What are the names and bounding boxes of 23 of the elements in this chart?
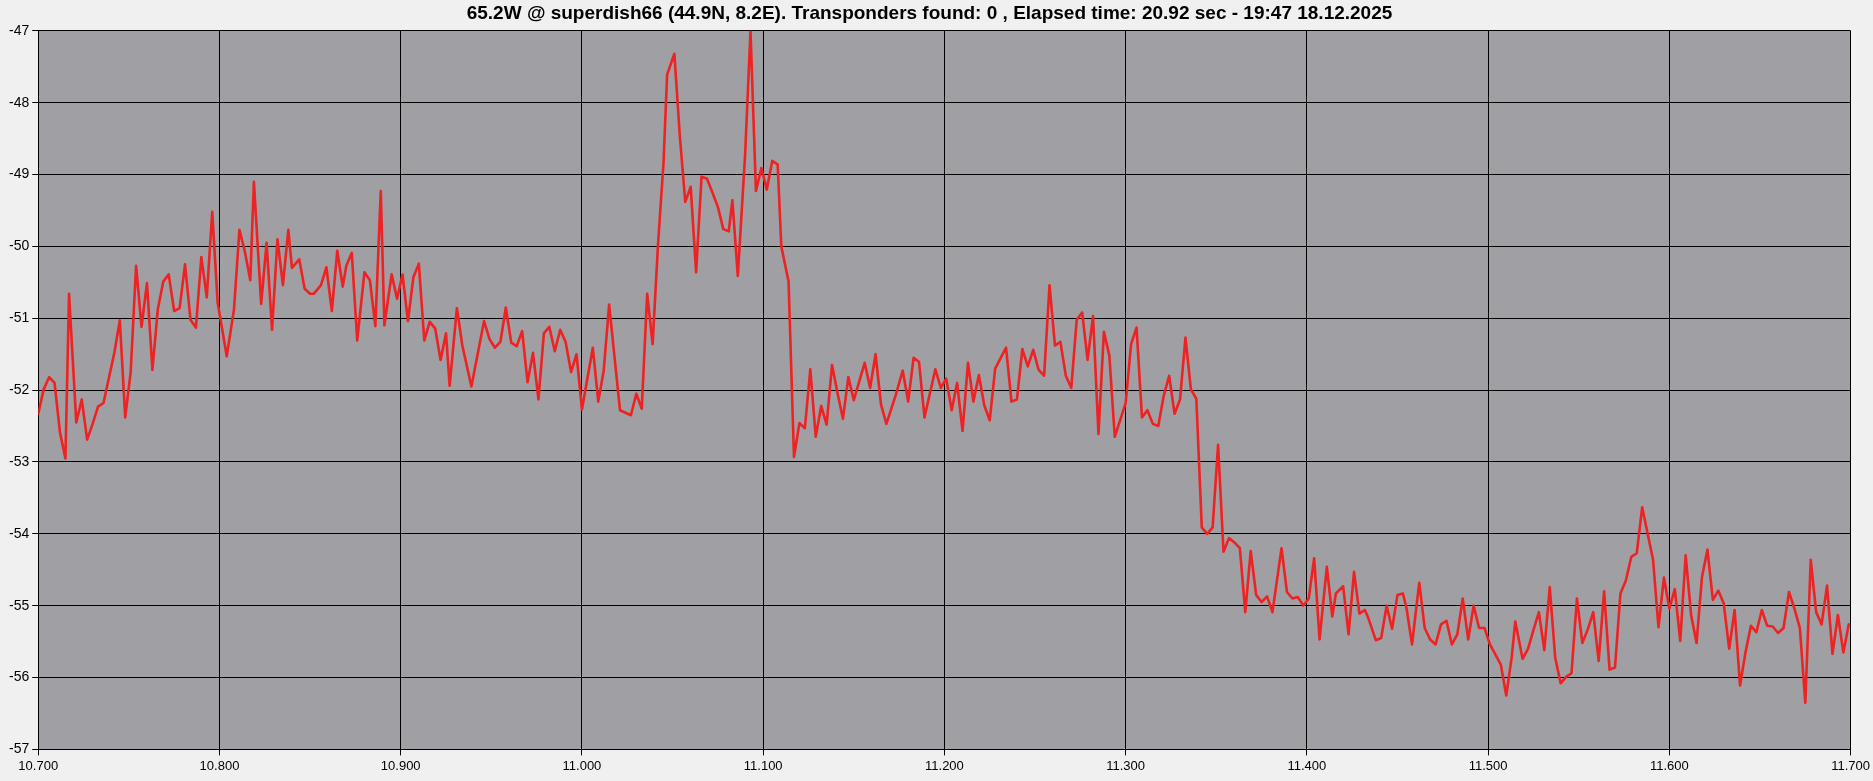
x-tick-label: 10.700 <box>18 757 59 773</box>
y-tick-label: -52 <box>9 380 30 397</box>
y-tick-label: -47 <box>9 21 30 38</box>
x-tick-label: 10.900 <box>380 757 421 773</box>
x-tick-label: 11.000 <box>562 757 602 773</box>
y-tick-label: -50 <box>9 237 30 254</box>
y-tick-label: -56 <box>9 668 30 685</box>
x-tick-label: 11.100 <box>743 757 783 773</box>
x-tick-label: 11.200 <box>925 757 964 773</box>
y-tick-label: -53 <box>9 452 30 469</box>
chart-title: 65.2W @ superdish66 (44.9N, 8.2E). Transponders found: 0 , Elapsed time: 20.92 sec - 19:47 18.12.2025 <box>466 1 1393 23</box>
x-tick-label: 11.500 <box>1468 757 1508 773</box>
y-tick-label: -55 <box>9 596 30 613</box>
x-tick-label: 11.600 <box>1649 757 1689 773</box>
x-tick-label: 11.300 <box>1106 757 1146 773</box>
y-tick-label: -51 <box>9 309 30 326</box>
x-tick-label: 11.700 <box>1831 757 1870 773</box>
x-tick-label: 11.400 <box>1287 757 1327 773</box>
y-tick-label: -57 <box>9 740 30 757</box>
y-tick-label: -48 <box>9 93 30 110</box>
y-tick-label: -49 <box>9 165 30 182</box>
y-tick-label: -54 <box>9 524 30 541</box>
x-tick-label: 10.800 <box>199 757 240 773</box>
